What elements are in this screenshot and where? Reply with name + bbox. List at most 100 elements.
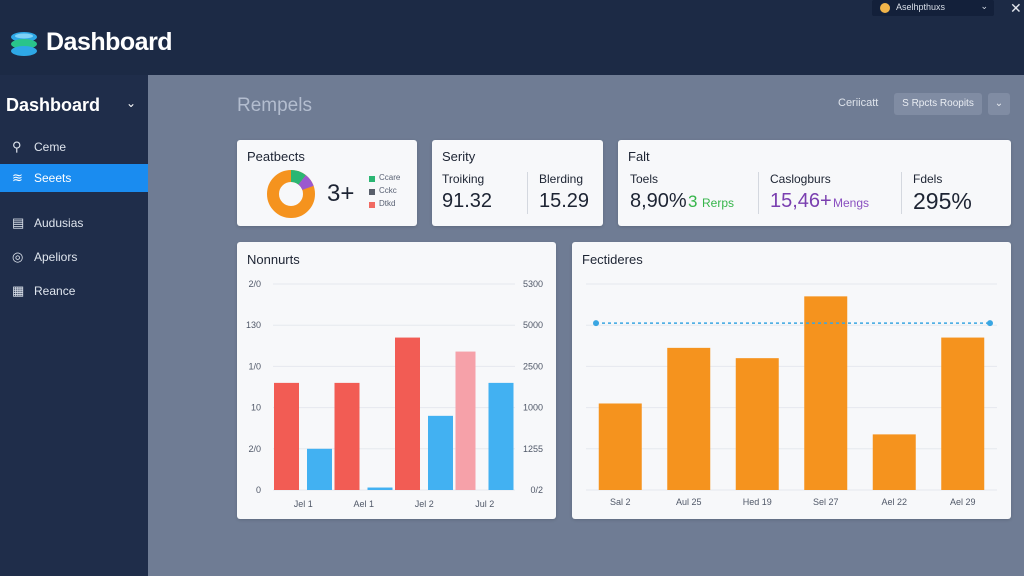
metric-value: 15.29 — [539, 190, 590, 212]
close-icon[interactable]: ✕ — [1010, 0, 1022, 16]
y2-tick-label: 1255 — [523, 444, 543, 454]
chevron-down-icon: ⌄ — [980, 1, 988, 11]
metric-label: Blerding — [539, 172, 584, 186]
x-tick-label: Aul 25 — [676, 497, 702, 507]
sidebar-item-label: Audusias — [34, 216, 84, 230]
bar — [598, 403, 642, 490]
chart-title: Fectideres — [582, 252, 643, 267]
y-tick-label: 0 — [256, 485, 261, 495]
card-peatbects: Peatbects 3+ Ccare Cckc Dtkd — [237, 140, 417, 226]
legend-swatch — [369, 202, 375, 208]
sidebar-item-audusias[interactable]: ▤ Audusias — [0, 209, 148, 237]
globe-icon: ◎ — [12, 249, 24, 264]
top-bar: Dashboard Aselhpthuxs ⌄ ✕ — [0, 0, 1024, 75]
sidebar-item-label: Reance — [34, 284, 76, 298]
chevron-down-icon[interactable]: ⌄ — [126, 96, 137, 110]
metric-value: 8,90% — [630, 190, 687, 212]
metric-value: 295% — [913, 188, 972, 214]
y2-tick-label: 5300 — [523, 279, 543, 289]
sidebar-item-ceme[interactable]: ⚲ Ceme — [0, 133, 148, 161]
folder-icon: ▤ — [12, 215, 25, 230]
reference-point — [987, 320, 993, 327]
sidebar-heading: Dashboard — [6, 95, 101, 115]
bar — [455, 351, 476, 490]
y2-tick-label: 0/2 — [530, 485, 543, 495]
metric-label: Caslogburs — [770, 172, 831, 186]
sidebar-item-label: Apeliors — [34, 250, 78, 264]
bar — [941, 337, 985, 490]
bar — [395, 337, 420, 490]
bar-chart-nonnurts: 0 0/2 2/0 1255 10 1000 1/0 2500 130 5000 2/0 5300 Je… — [246, 279, 543, 509]
metric-value: 15,46+ — [770, 190, 832, 212]
bar — [735, 358, 779, 490]
divider — [758, 172, 759, 214]
x-tick-label: Ael 29 — [950, 497, 976, 507]
avatar — [880, 3, 890, 13]
card-title: Serity — [442, 149, 476, 164]
card-title: Peatbects — [247, 149, 305, 164]
document-icon: ▦ — [12, 283, 25, 298]
card-falt: Falt Toels 8,90% 3 Rerps Caslogburs 15,4… — [618, 140, 1011, 226]
app-title: Dashboard — [46, 28, 173, 56]
main-content: Rempels Ceriicatt S Rpcts Roopits ⌄ Peat… — [148, 75, 1024, 576]
bar — [367, 487, 393, 490]
metric-value: 91.32 — [442, 190, 493, 212]
x-tick-label: Ael 1 — [353, 499, 374, 509]
chevron-down-icon[interactable]: ⌄ — [988, 93, 1010, 115]
bar — [274, 382, 299, 490]
divider — [527, 172, 528, 214]
sidebar-item-label: Ceme — [34, 140, 67, 154]
chart-title: Nonnurts — [247, 252, 300, 267]
legend-swatch — [369, 189, 375, 195]
x-tick-label: Hed 19 — [743, 497, 772, 507]
sidebar-item-seeets[interactable]: ≋ Seeets — [0, 164, 148, 192]
y-tick-label: 2/0 — [248, 279, 261, 289]
card-value: 3+ — [327, 180, 355, 207]
report-filter-button[interactable]: S Rpcts Roopits — [894, 93, 982, 115]
pin-icon: ⚲ — [12, 139, 22, 154]
sidebar-item-apeliors[interactable]: ◎ Apeliors — [0, 243, 148, 271]
chart-card-fectideres: Fectideres Sal 2 Aul 25 Hed 19 Sel 27 Ael 22… — [572, 242, 1011, 519]
card-serity: Serity Troiking 91.32 Blerding 15.29 — [432, 140, 603, 226]
bar — [804, 296, 848, 490]
x-tick-label: Ael 22 — [881, 497, 907, 507]
bar — [334, 382, 360, 490]
legend-label: Ccare — [379, 173, 401, 182]
filter-label: Ceriicatt — [838, 97, 879, 109]
page-title: Rempels — [237, 95, 312, 116]
y2-tick-label: 2500 — [523, 361, 543, 371]
metric-delta: 3 — [688, 192, 698, 211]
metric-delta-label: Mengs — [833, 196, 870, 210]
y2-tick-label: 5000 — [523, 320, 543, 330]
divider — [901, 172, 902, 214]
metric-label: Troiking — [442, 172, 485, 186]
metric-delta-label: Rerps — [702, 196, 735, 210]
x-tick-label: Sal 2 — [610, 497, 631, 507]
sidebar-item-label: Seeets — [34, 171, 72, 185]
x-tick-label: Jul 2 — [475, 499, 494, 509]
account-menu[interactable]: Aselhpthuxs ⌄ — [872, 0, 994, 16]
layers-icon: ≋ — [12, 170, 23, 185]
bar — [667, 347, 711, 490]
account-name: Aselhpthuxs — [896, 2, 946, 12]
sidebar: Dashboard ⌄ ⚲ Ceme ≋ Seeets ▤ Audusias ◎… — [0, 75, 148, 576]
donut-chart — [267, 170, 315, 218]
bar — [872, 434, 916, 490]
y-tick-label: 10 — [251, 403, 261, 413]
sidebar-item-reance[interactable]: ▦ Reance — [0, 277, 148, 305]
chart-card-nonnurts: Nonnurts 0 0/2 2/0 1255 10 1000 1/0 2500 130 5000… — [237, 242, 556, 519]
x-tick-label: Jel 2 — [415, 499, 434, 509]
card-title: Falt — [628, 149, 650, 164]
y2-tick-label: 1000 — [523, 403, 543, 413]
bar — [428, 415, 453, 490]
x-tick-label: Jel 1 — [294, 499, 313, 509]
stack-icon — [11, 32, 37, 56]
bar — [488, 382, 514, 490]
legend-swatch — [369, 176, 375, 182]
metric-label: Fdels — [913, 172, 943, 186]
metric-label: Toels — [630, 172, 659, 186]
x-tick-label: Sel 27 — [813, 497, 839, 507]
bar — [307, 448, 332, 490]
y-tick-label: 130 — [246, 320, 261, 330]
reference-point — [593, 320, 599, 327]
